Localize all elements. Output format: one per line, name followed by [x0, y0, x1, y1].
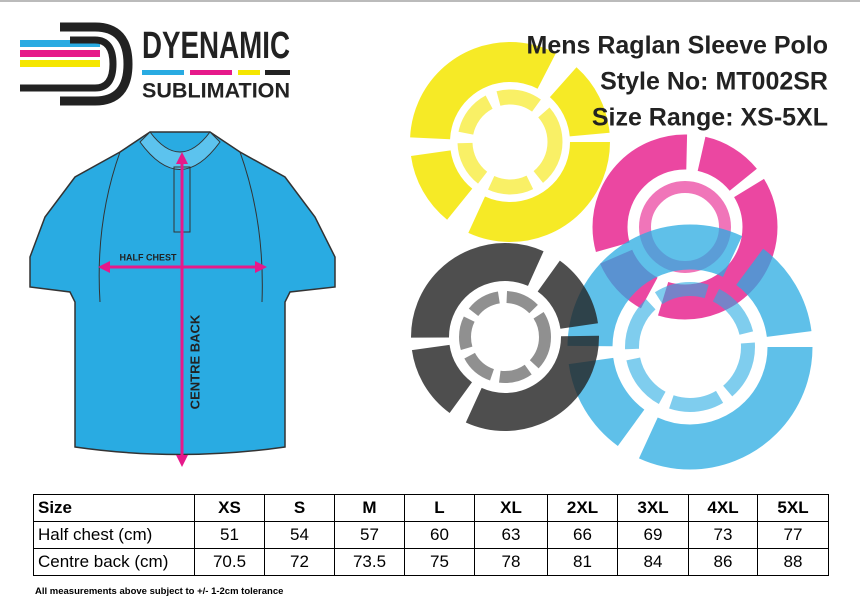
title: Mens Raglan Sleeve Polo Style No: MT002SR…: [527, 32, 829, 132]
table-cell: S: [264, 494, 335, 522]
half-chest-label: HALF CHEST: [120, 252, 177, 262]
table-cell: XS: [194, 494, 265, 522]
table-cell: Half chest (cm): [33, 521, 195, 549]
title-line: Size Range: XS-5XL: [592, 104, 828, 132]
table-cell: 5XL: [757, 494, 829, 522]
decor-circles: [410, 42, 813, 470]
table-row: Half chest (cm) 51 54 57 60 63 66 69 73 77: [33, 521, 829, 549]
table-row: Size XS S M L XL 2XL 3XL 4XL 5XL: [33, 494, 829, 522]
logo-mark: [20, 22, 290, 106]
table-cell: 51: [194, 521, 265, 549]
table-cell: Centre back (cm): [33, 548, 195, 576]
table-cell: 3XL: [617, 494, 689, 522]
table-cell: 81: [547, 548, 618, 576]
table-cell: 60: [404, 521, 475, 549]
table-cell: 73: [688, 521, 758, 549]
title-line: Mens Raglan Sleeve Polo: [527, 32, 829, 60]
table-cell: 73.5: [334, 548, 405, 576]
table-cell: 86: [688, 548, 758, 576]
table-cell: 75: [404, 548, 475, 576]
table-row: Centre back (cm) 70.5 72 73.5 75 78 81 84 86 88: [33, 548, 829, 576]
table-cell: Size: [33, 494, 195, 522]
table-cell: 57: [334, 521, 405, 549]
table-cell: 77: [757, 521, 829, 549]
table-cell: M: [334, 494, 405, 522]
footnote: All measurements above subject to +/- 1-…: [35, 586, 284, 597]
logo-name: DYENAMIC: [142, 25, 290, 67]
table-cell: 54: [264, 521, 335, 549]
table-cell: L: [404, 494, 475, 522]
table-cell: 63: [474, 521, 548, 549]
table-cell: 88: [757, 548, 829, 576]
table-cell: 70.5: [194, 548, 265, 576]
table-cell: XL: [474, 494, 548, 522]
table-cell: 84: [617, 548, 689, 576]
table-cell: 69: [617, 521, 689, 549]
table-cell: 72: [264, 548, 335, 576]
table-cell: 4XL: [688, 494, 758, 522]
logo-tagline: SUBLIMATION: [142, 80, 290, 103]
centre-back-label: CENTRE BACK: [187, 314, 202, 409]
table-cell: 2XL: [547, 494, 618, 522]
table-cell: 78: [474, 548, 548, 576]
size-table: Size XS S M L XL 2XL 3XL 4XL 5XL Half chest (cm) 51…: [33, 494, 829, 576]
shirt: [29, 131, 336, 467]
table-cell: 66: [547, 521, 618, 549]
title-line: Style No: MT002SR: [600, 68, 828, 96]
